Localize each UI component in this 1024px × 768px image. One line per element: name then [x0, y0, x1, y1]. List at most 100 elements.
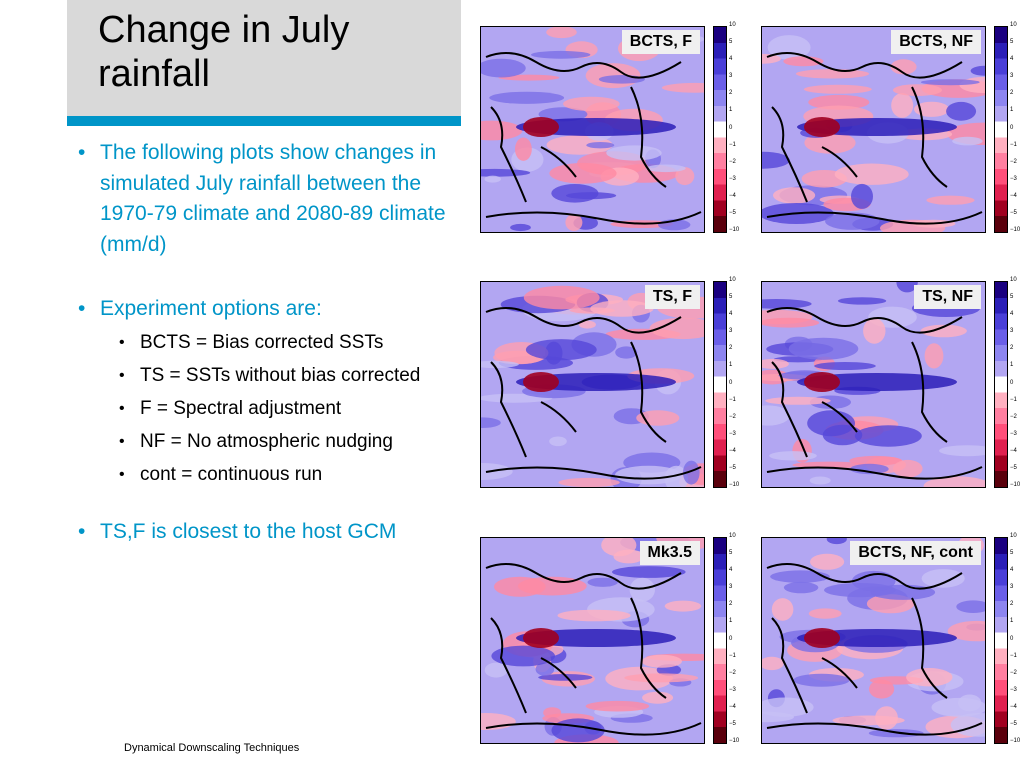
colorbar-ticks: 10 5 4 3 2 1 0 −1 −2 −3 −4 −5 −10 [729, 22, 749, 237]
colorbar-tick-label: −2 [1010, 669, 1017, 676]
anomaly-blob [481, 463, 513, 480]
colorbar-tick-label: −1 [1010, 396, 1017, 403]
anomaly-blob [814, 362, 876, 370]
drying-region [804, 628, 840, 648]
anomaly-blob [661, 82, 704, 93]
coastline [485, 52, 702, 225]
drying-region [523, 628, 559, 648]
anomaly-blob [531, 50, 591, 59]
colorbar-tick-label: −5 [1010, 464, 1017, 471]
colorbar-tick-label: −3 [1010, 686, 1017, 693]
anomaly-blob [664, 600, 702, 612]
colorbar-tick-label: 3 [729, 584, 733, 591]
anomaly-blob [563, 96, 620, 112]
rainfall-map-panel: BCTS, NF, cont [761, 537, 986, 744]
anomaly-blob [587, 577, 618, 587]
colorbar-ticks: 10 5 4 3 2 1 0 −1 −2 −3 −4 −5 −10 [729, 277, 749, 492]
anomaly-blob [636, 410, 680, 426]
anomaly-blob [803, 84, 872, 94]
colorbar [994, 537, 1008, 744]
sub-bullet-text: cont = continuous run [140, 463, 323, 485]
anomaly-blob [906, 668, 953, 687]
anomaly-blob [970, 65, 985, 76]
colorbar-tick-label: −3 [729, 686, 736, 693]
anomaly-blob [769, 451, 817, 461]
anomaly-blob [546, 27, 577, 39]
colorbar-tick-label: −2 [729, 669, 736, 676]
sub-bullet-text: F = Spectral adjustment [140, 397, 342, 419]
colorbar-tick-label: 0 [729, 124, 733, 131]
colorbar-tick-label: −3 [1010, 175, 1017, 182]
anomaly-blob [558, 477, 620, 487]
colorbar-tick-label: 3 [1010, 73, 1014, 80]
rainfall-map [481, 285, 704, 487]
colorbar-tick-label: 5 [1010, 39, 1014, 46]
anomaly-blob [578, 320, 596, 329]
colorbar-tick-label: 10 [729, 277, 736, 283]
drying-region [523, 117, 559, 137]
anomaly-blob [826, 538, 847, 545]
anomaly-blob [920, 79, 980, 86]
colorbar-tick-label: 4 [1010, 311, 1014, 318]
colorbar-tick-label: −5 [1010, 209, 1017, 216]
colorbar-tick-label: 5 [729, 294, 733, 301]
anomaly-blob [557, 609, 631, 622]
anomaly-blob [952, 136, 983, 146]
rainfall-map-panel: TS, NF [761, 281, 986, 488]
rainfall-map [481, 27, 704, 232]
colorbar-tick-label: −5 [729, 209, 736, 216]
colorbar-tick-label: −4 [1010, 703, 1017, 710]
anomaly-blob [946, 101, 977, 121]
panel-label: Mk3.5 [639, 541, 700, 565]
rainfall-map [481, 538, 704, 743]
colorbar-tick-label: −1 [1010, 652, 1017, 659]
colorbar-tick-label: 3 [1010, 328, 1014, 335]
anomaly-blob [538, 107, 588, 122]
colorbar-tick-label: 0 [729, 379, 733, 386]
colorbar-tick-label: 1 [729, 618, 733, 625]
colorbar-tick-label: 4 [729, 311, 733, 318]
bullet-dot: • [78, 141, 86, 164]
anomaly-blob [875, 706, 898, 730]
sub-bullet-4: • NF = No atmospheric nudging [67, 428, 467, 456]
coastline [485, 307, 702, 480]
sub-bullet-dot: • [119, 432, 125, 450]
anomaly-blob [549, 436, 567, 447]
colorbar-tick-label: 4 [1010, 56, 1014, 63]
anomaly-blob [924, 343, 944, 369]
colorbar-tick-label: 1 [1010, 362, 1014, 369]
rainfall-map [762, 282, 985, 487]
colorbar-tick-label: 5 [729, 39, 733, 46]
colorbar-tick-label: −4 [729, 447, 736, 454]
colorbar-tick-label: −2 [729, 413, 736, 420]
colorbar-ticks: 10 5 4 3 2 1 0 −1 −2 −3 −4 −5 −10 [1010, 533, 1024, 748]
coastline [485, 563, 702, 736]
bullet-text: Experiment options are: [100, 297, 322, 320]
bullet-dot: • [78, 519, 86, 543]
rainfall-map [762, 30, 985, 232]
colorbar-tick-label: 4 [729, 56, 733, 63]
colorbar-ticks: 10 5 4 3 2 1 0 −1 −2 −3 −4 −5 −10 [1010, 22, 1024, 237]
rainfall-map-panel: Mk3.5 [480, 537, 705, 744]
sub-bullet-dot: • [119, 399, 125, 417]
anomaly-blob [810, 553, 845, 570]
colorbar-tick-label: −3 [729, 430, 736, 437]
colorbar-tick-label: 3 [1010, 584, 1014, 591]
anomaly-blob [795, 69, 870, 79]
colorbar-tick-label: 1 [1010, 618, 1014, 625]
anomaly-blob [851, 183, 873, 209]
bullet-text: The following plots show changes in simu… [100, 141, 446, 256]
anomaly-blob [956, 600, 985, 613]
anomaly-blob [590, 300, 654, 317]
anomaly-blob [890, 59, 917, 75]
sub-bullet-text: BCTS = Bias corrected SSTs [140, 331, 384, 353]
colorbar-tick-label: −2 [1010, 158, 1017, 165]
colorbar-tick-label: −10 [1010, 482, 1021, 488]
anomaly-blob [920, 324, 967, 338]
panel-label: BCTS, NF [891, 30, 981, 54]
drying-region [804, 372, 840, 392]
anomaly-blob [612, 566, 686, 578]
anomaly-blob [822, 424, 863, 446]
anomaly-blob [921, 569, 965, 588]
colorbar-tick-label: −4 [1010, 447, 1017, 454]
